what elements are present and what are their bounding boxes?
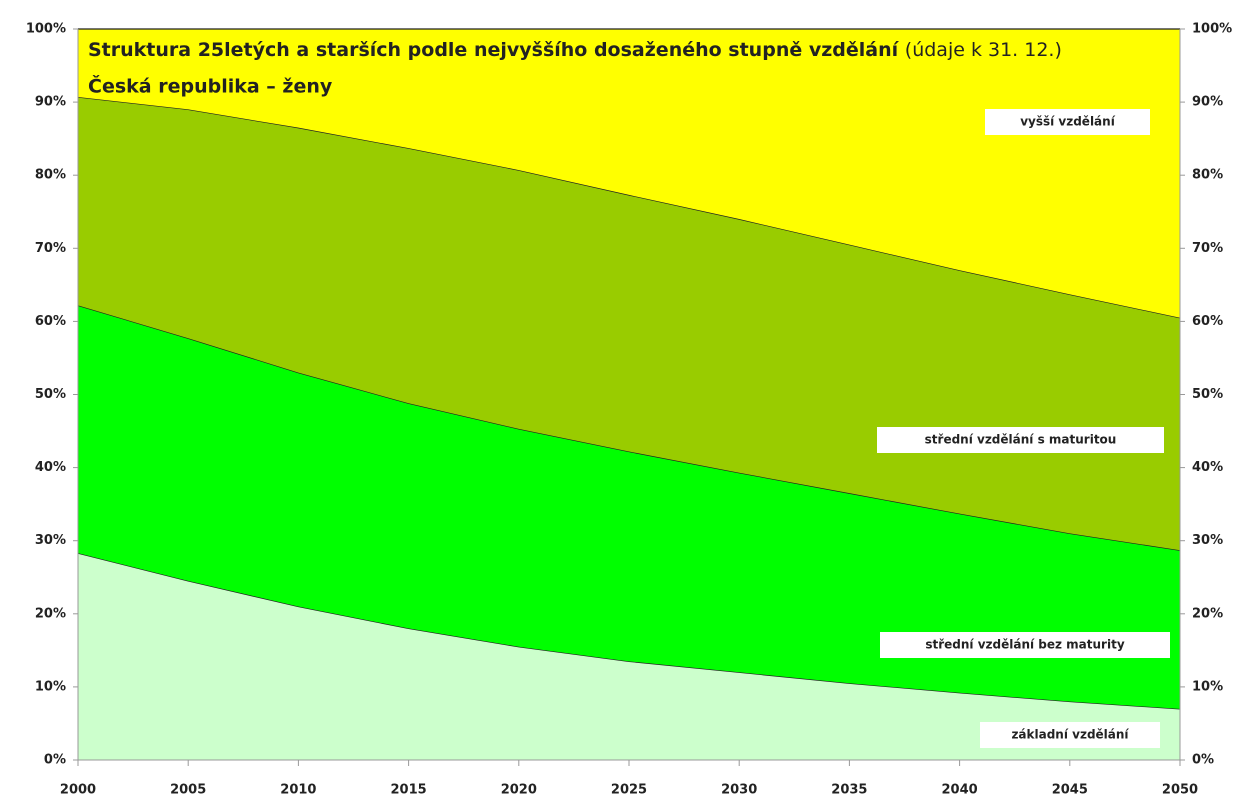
x-tick-label: 2000: [60, 783, 96, 798]
x-tick-label: 2035: [831, 783, 867, 798]
y-tick-label: 50%: [35, 387, 66, 402]
legend-label: základní vzdělání: [1011, 728, 1129, 742]
area: [78, 305, 1180, 709]
y2-tick-label: 60%: [1192, 314, 1223, 329]
y-tick-label: 100%: [26, 22, 66, 37]
chart-title: Struktura 25letých a starších podle nejv…: [88, 39, 1062, 61]
y-tick-label: 10%: [35, 679, 66, 694]
legend-label: střední vzdělání bez maturity: [925, 638, 1124, 652]
y-tick-label: 20%: [35, 606, 66, 621]
y-tick-label: 40%: [35, 460, 66, 475]
chart-subtitle: Česká republika – ženy: [88, 74, 333, 98]
y2-tick-label: 80%: [1192, 168, 1223, 183]
x-tick-label: 2020: [501, 783, 537, 798]
y2-tick-label: 50%: [1192, 387, 1223, 402]
y-tick-label: 70%: [35, 241, 66, 256]
x-tick-label: 2050: [1162, 783, 1198, 798]
y2-tick-label: 10%: [1192, 679, 1223, 694]
legend-label: vyšší vzdělání: [1020, 115, 1116, 129]
area: [78, 553, 1180, 760]
legend-box: [985, 109, 1150, 135]
title-main: Struktura 25letých a starších podle nejv…: [88, 39, 900, 61]
y-tick-label: 60%: [35, 314, 66, 329]
x-tick-label: 2030: [721, 783, 757, 798]
y-tick-label: 90%: [35, 95, 66, 110]
y-tick-label: 0%: [44, 753, 66, 768]
x-tick-label: 2010: [280, 783, 316, 798]
legend-box: [980, 722, 1160, 748]
y2-tick-label: 30%: [1192, 533, 1223, 548]
legend-box: [880, 632, 1170, 658]
y-tick-label: 80%: [35, 168, 66, 183]
area: [78, 29, 1180, 318]
x-tick-label: 2045: [1052, 783, 1088, 798]
y2-tick-label: 90%: [1192, 95, 1223, 110]
legend-box: [877, 427, 1164, 453]
y-tick-label: 30%: [35, 533, 66, 548]
x-tick-label: 2015: [391, 783, 427, 798]
x-tick-label: 2025: [611, 783, 647, 798]
y2-tick-label: 70%: [1192, 241, 1223, 256]
y2-tick-label: 20%: [1192, 606, 1223, 621]
x-tick-label: 2005: [170, 783, 206, 798]
y2-tick-label: 0%: [1192, 753, 1214, 768]
legend-label: střední vzdělání s maturitou: [925, 433, 1117, 447]
title-note: (údaje k 31. 12.): [905, 39, 1062, 61]
y2-tick-label: 40%: [1192, 460, 1223, 475]
x-tick-label: 2040: [942, 783, 978, 798]
y2-tick-label: 100%: [1192, 22, 1232, 37]
